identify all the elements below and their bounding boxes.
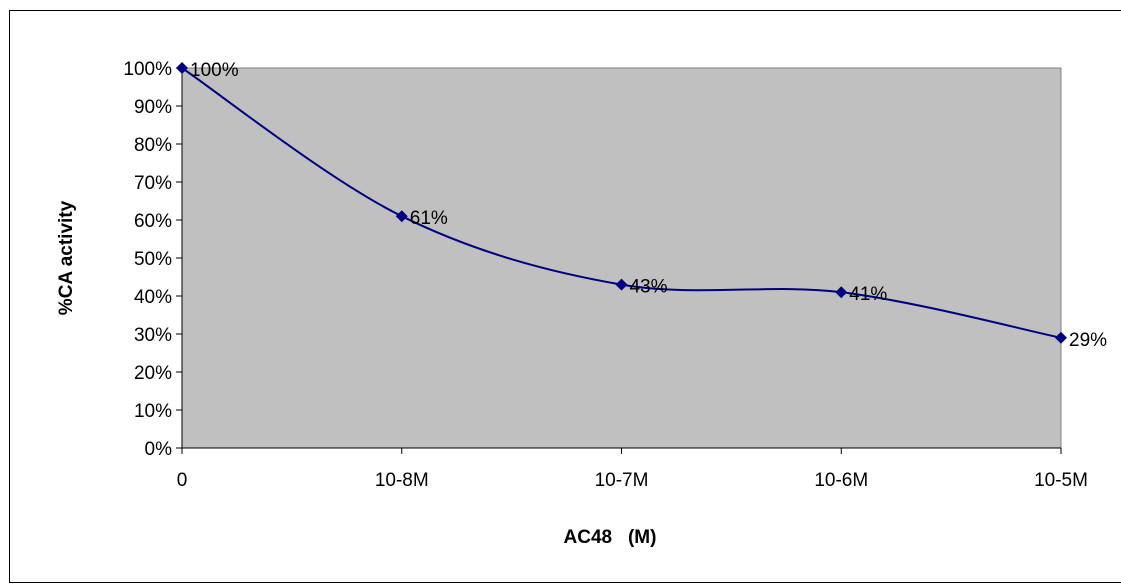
- y-tick-label: 100%: [123, 59, 172, 80]
- data-label: 61%: [410, 208, 448, 229]
- y-tick-label: 70%: [134, 173, 172, 194]
- y-tick-label: 20%: [134, 363, 172, 384]
- y-tick-label: 10%: [134, 401, 172, 422]
- data-label: 43%: [630, 277, 668, 298]
- data-marker: [395, 210, 408, 223]
- data-label: 41%: [849, 284, 887, 305]
- y-tick-label: 0%: [145, 439, 173, 460]
- data-marker: [176, 62, 188, 74]
- data-label: 29%: [1069, 330, 1107, 351]
- x-tick-label: 10-6M: [814, 470, 868, 491]
- series-line: [181, 67, 1062, 339]
- y-tick-label: 40%: [134, 287, 172, 308]
- y-tick-label: 90%: [134, 97, 172, 118]
- x-axis: 0 10-8M 10-7M 10-6M 10-5M: [177, 447, 1088, 491]
- y-axis: 0% 10% 20% 30% 40% 50% 60% 70% 80% 90% 100%: [123, 59, 183, 460]
- x-tick-label: 0: [177, 470, 188, 491]
- data-marker: [835, 286, 848, 299]
- x-tick-label: 10-8M: [375, 470, 429, 491]
- data-marker: [1055, 331, 1067, 344]
- x-tick-label: 10-5M: [1034, 470, 1088, 491]
- data-markers: [176, 62, 1067, 344]
- data-label: 100%: [190, 60, 239, 81]
- x-axis-title: AC48 (M): [564, 527, 657, 548]
- y-tick-label: 80%: [134, 135, 172, 156]
- y-tick-label: 60%: [134, 211, 172, 232]
- x-tick-label: 10-7M: [595, 470, 649, 491]
- y-axis-title: %CA activity: [56, 200, 77, 315]
- y-tick-label: 50%: [134, 249, 172, 270]
- data-marker: [615, 278, 628, 291]
- data-labels: 100% 61% 43% 41% 29%: [190, 60, 1107, 351]
- y-tick-label: 30%: [134, 325, 172, 346]
- plot-area: [181, 67, 1062, 449]
